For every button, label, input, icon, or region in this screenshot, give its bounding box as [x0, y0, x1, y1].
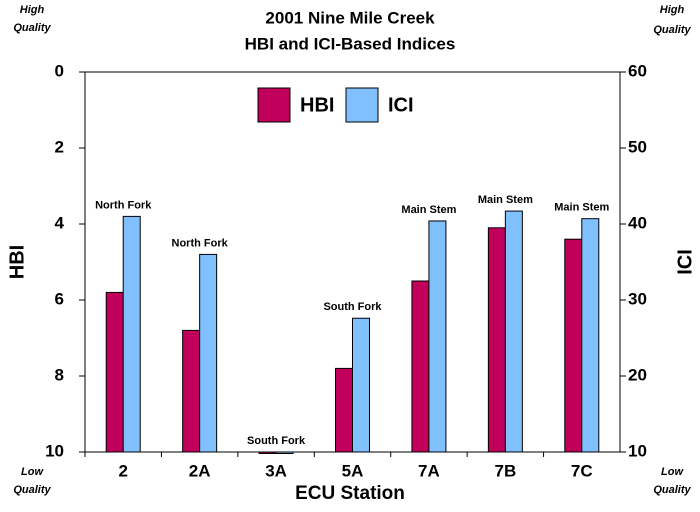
bar [258, 451, 277, 454]
bar [335, 367, 353, 453]
corner-label: High [20, 4, 45, 16]
legend-label: ICI [388, 94, 414, 116]
bar [504, 210, 523, 453]
bar [275, 451, 294, 454]
legend-swatch [257, 87, 291, 123]
y2-tick-label: 20 [628, 365, 647, 384]
bar-annotation: Main Stem [478, 194, 533, 206]
bar [581, 218, 600, 453]
bar [428, 220, 447, 453]
y-tick-label: 2 [55, 137, 64, 156]
bar [487, 227, 506, 453]
bar [564, 238, 583, 453]
bar [105, 291, 124, 453]
y2-tick-label: 40 [628, 213, 647, 232]
x-axis-label: ECU Station [295, 483, 405, 504]
corner-label: Low [21, 466, 44, 478]
bar [411, 280, 430, 453]
bar-annotation: North Fork [95, 199, 152, 211]
corner-label: Quality [13, 484, 51, 496]
x-tick-label: 7C [571, 461, 593, 480]
x-tick-label: 7B [494, 461, 516, 480]
y2-tick-label: 50 [628, 137, 647, 156]
bar [122, 215, 141, 453]
bar-annotation: North Fork [172, 237, 229, 249]
y2-tick-label: 30 [628, 289, 647, 308]
y-tick-label: 8 [55, 365, 64, 384]
chart-title: 2001 Nine Mile Creek [265, 8, 435, 27]
legend-swatch [345, 87, 379, 123]
corner-label: Quality [653, 484, 691, 496]
bar-annotation: South Fork [247, 435, 306, 447]
y-tick-label: 0 [55, 61, 64, 80]
bar-annotation: South Fork [323, 301, 382, 313]
bar [199, 253, 218, 453]
y2-tick-label: 60 [628, 61, 647, 80]
legend-label: HBI [300, 94, 334, 116]
y-axis-label: HBI [6, 245, 28, 279]
chart-subtitle: HBI and ICI-Based Indices [245, 34, 456, 53]
x-tick-label: 7A [418, 461, 440, 480]
bar-annotation: Main Stem [401, 204, 456, 216]
y-tick-label: 10 [45, 441, 64, 460]
corner-label: Quality [653, 24, 691, 36]
corner-label: High [660, 4, 685, 16]
y2-axis-label: ICI [674, 249, 696, 275]
x-tick-label: 2A [189, 461, 211, 480]
bar [352, 317, 370, 453]
bar-annotation: Main Stem [554, 202, 609, 214]
corner-label: Low [661, 466, 684, 478]
y2-tick-label: 10 [628, 441, 647, 460]
y-tick-label: 4 [55, 213, 65, 232]
corner-label: Quality [13, 22, 51, 34]
x-tick-label: 5A [342, 461, 364, 480]
x-tick-label: 3A [265, 461, 287, 480]
bar [182, 329, 201, 453]
x-tick-label: 2 [118, 461, 127, 480]
y-tick-label: 6 [55, 289, 64, 308]
